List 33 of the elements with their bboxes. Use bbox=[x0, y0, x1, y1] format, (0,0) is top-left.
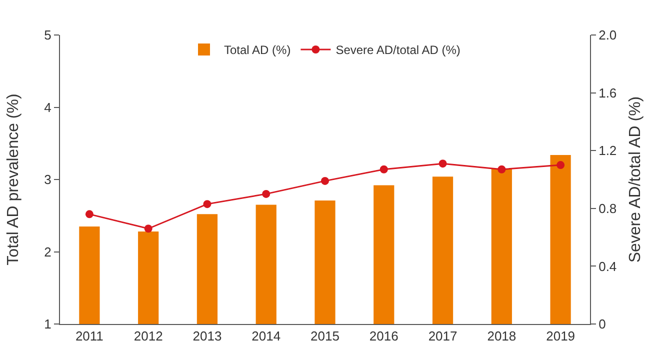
point bbox=[498, 165, 506, 174]
point bbox=[85, 210, 94, 218]
y2-tick-label: 0.8 bbox=[598, 200, 617, 216]
y2-tick-label: 0.4 bbox=[598, 258, 617, 274]
point bbox=[203, 200, 212, 208]
y-tick-label: 5 bbox=[44, 28, 52, 43]
x-tick-label: 2017 bbox=[428, 328, 458, 344]
y-tick-label: 1 bbox=[44, 316, 52, 332]
legend-label: Severe AD/total AD (%) bbox=[336, 43, 460, 58]
y2-tick-label: 2.0 bbox=[598, 28, 617, 43]
legend-label: Total AD (%) bbox=[224, 43, 291, 58]
y2-axis-title: Severe AD/total AD (%) bbox=[627, 96, 644, 263]
y-tick-label: 2 bbox=[44, 244, 52, 260]
point bbox=[380, 165, 388, 174]
y2-tick-label: 0 bbox=[598, 316, 606, 332]
y2-tick-label: 1.2 bbox=[598, 143, 617, 158]
x-tick-label: 2018 bbox=[487, 328, 516, 344]
x-tick-label: 2015 bbox=[310, 328, 340, 344]
y-tick-label: 3 bbox=[44, 172, 52, 188]
x-tick-label: 2019 bbox=[546, 328, 576, 344]
x-tick-label: 2014 bbox=[252, 328, 281, 344]
x-tick-label: 2016 bbox=[369, 328, 398, 344]
point bbox=[438, 160, 447, 168]
point bbox=[144, 224, 152, 233]
x-tick-label: 2011 bbox=[75, 328, 104, 344]
y-axis-title: Total AD prevalence (%) bbox=[5, 94, 22, 266]
y-tick-label: 4 bbox=[44, 100, 52, 115]
y2-tick-label: 1.6 bbox=[598, 85, 617, 100]
point bbox=[556, 161, 565, 170]
point bbox=[262, 190, 270, 198]
x-tick-label: 2012 bbox=[134, 328, 163, 344]
x-tick-label: 2013 bbox=[192, 328, 222, 344]
point bbox=[321, 176, 329, 185]
